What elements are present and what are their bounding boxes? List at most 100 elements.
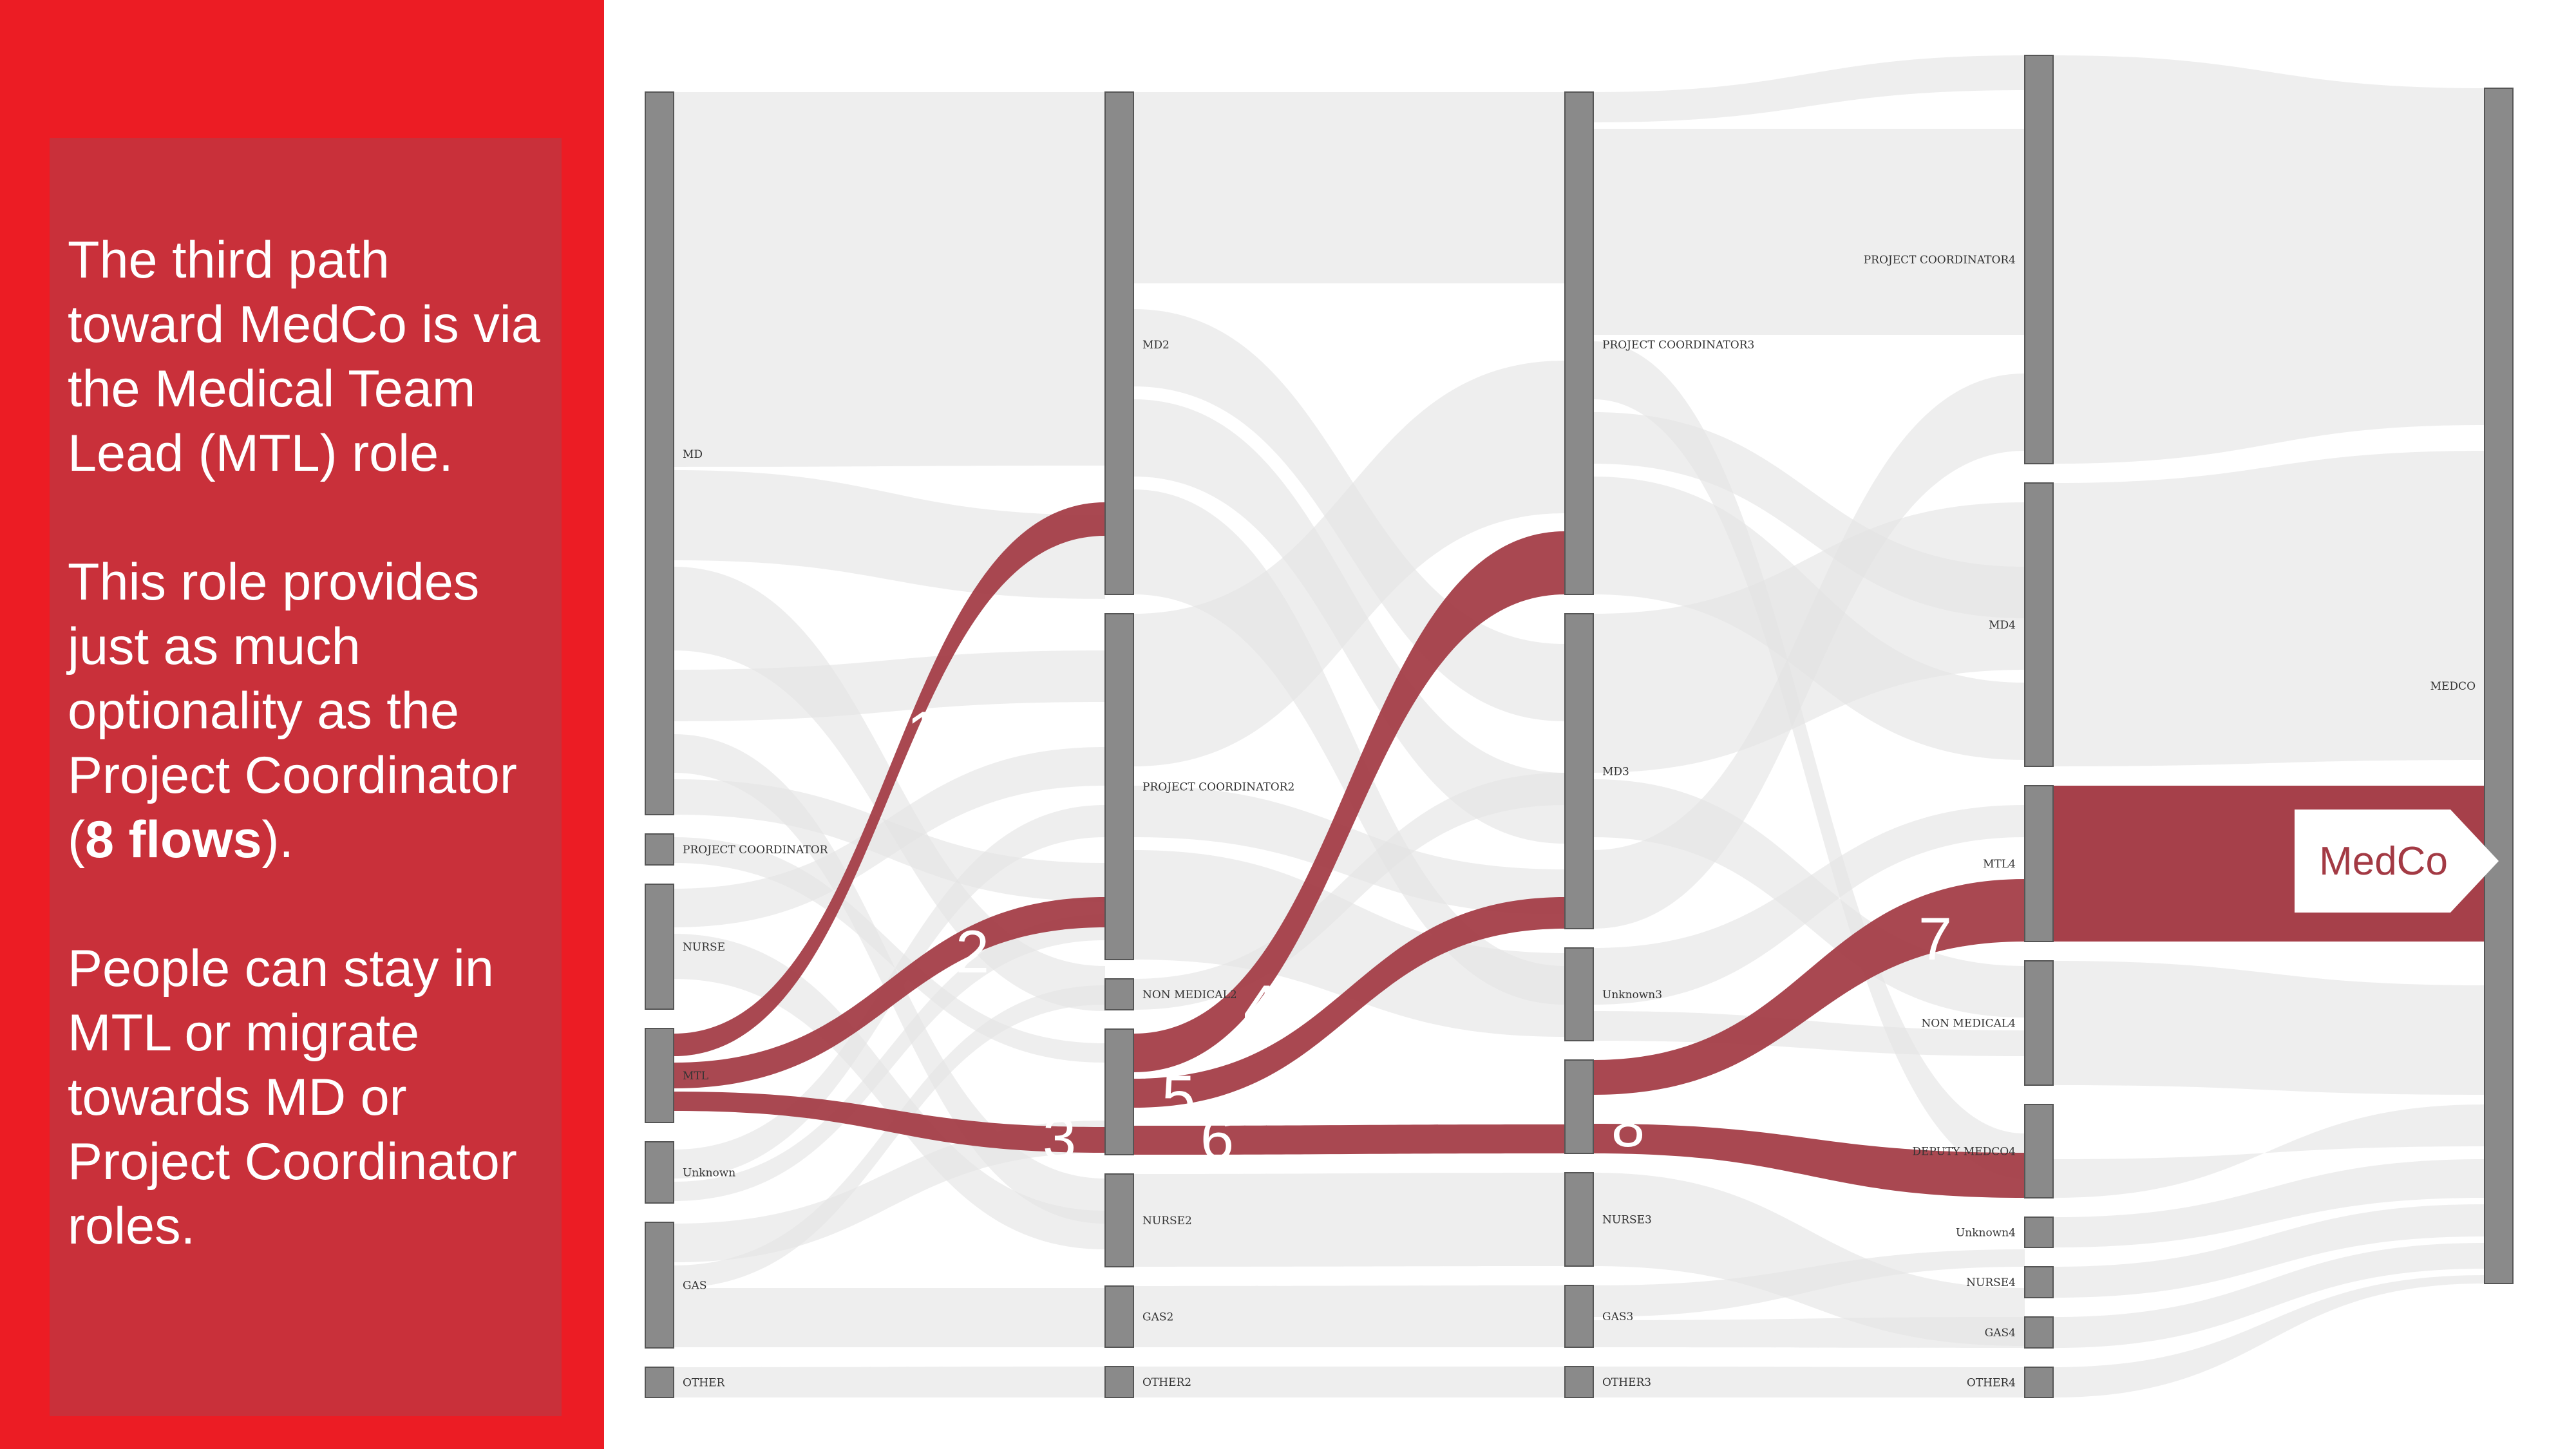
node-gas <box>645 1222 674 1349</box>
node-unknown3 <box>1564 947 1594 1041</box>
label-deputy-medco4: DEPUTY MEDCO4 <box>1912 1146 2016 1159</box>
label-nurse3: NURSE3 <box>1602 1214 1652 1227</box>
label-md3: MD3 <box>1602 766 1629 779</box>
left-red-banner: The third path toward MedCo is via the M… <box>0 0 604 1449</box>
label-gas: GAS <box>683 1280 707 1293</box>
label-project-coordinator2: PROJECT COORDINATOR2 <box>1142 781 1294 794</box>
label-other4: OTHER4 <box>1967 1377 2016 1390</box>
node-mtl <box>645 1028 674 1123</box>
background-flow-43 <box>2053 961 2485 1095</box>
label-md: MD <box>683 448 703 461</box>
background-flow-10 <box>674 914 1105 1201</box>
flow-7-mtl3-to-mtl4 <box>1593 879 2025 1095</box>
panel-text: The third path toward MedCo is via the M… <box>68 228 557 1258</box>
background-flow-12 <box>674 985 1105 1288</box>
label-md4: MD4 <box>1989 619 2016 632</box>
flow-6-mtl2-to-mtl3 <box>1133 1124 1565 1155</box>
label-unknown4: Unknown4 <box>1956 1227 2016 1240</box>
node-mtl3 <box>1564 1059 1594 1154</box>
paragraph-mtl-path: The third path toward MedCo is via the M… <box>68 231 540 482</box>
background-flow-45 <box>2053 1159 2485 1247</box>
background-flow-8 <box>674 934 1105 1249</box>
background-flow-41 <box>2053 55 2485 464</box>
background-flow-15 <box>674 1367 1105 1397</box>
callout-5: 5 <box>1162 1063 1195 1130</box>
label-gas2: GAS2 <box>1142 1311 1173 1324</box>
background-flow-1 <box>674 92 1105 467</box>
node-unknown <box>645 1141 674 1204</box>
background-flow-39 <box>1593 1317 2025 1348</box>
node-md <box>645 91 674 815</box>
flow-8-mtl3-to-deputy-medco4 <box>1593 1124 2025 1198</box>
callout-3: 3 <box>1043 1104 1076 1172</box>
optionality-text: This role provides just as much optional… <box>68 553 517 869</box>
label-gas3: GAS3 <box>1602 1311 1633 1323</box>
node-unknown4 <box>2024 1217 2054 1248</box>
flow-callouts: 1 2 3 456 7 8 <box>907 699 1952 1172</box>
label-non-medical4: NON MEDICAL4 <box>1921 1018 2016 1030</box>
node-nurse <box>645 884 674 1010</box>
sankey-diagram: MD PROJECT COORDINATOR NURSE MTL Unknown GAS O… <box>604 0 2576 1449</box>
background-flow-26 <box>1133 1367 1565 1397</box>
sankey-svg: MD PROJECT COORDINATOR NURSE MTL Unknown GAS O… <box>645 55 2514 1398</box>
background-flow-13 <box>674 1288 1105 1347</box>
label-other2: OTHER2 <box>1142 1376 1191 1389</box>
node-labels: MD PROJECT COORDINATOR NURSE MTL Unknown GAS O… <box>683 254 2476 1390</box>
background-flow-25 <box>1133 1285 1565 1347</box>
medco-badge: MedCo <box>2295 810 2499 913</box>
background-flow-44 <box>2053 1104 2485 1198</box>
flow-1-mtl-to-md2 <box>674 502 1105 1056</box>
background-flow-23 <box>1133 773 1565 1010</box>
flow-count: 8 flows <box>84 811 262 869</box>
background-flow-34 <box>1593 374 2025 929</box>
node-nurse2 <box>1104 1173 1134 1267</box>
label-other: OTHER <box>683 1377 726 1390</box>
label-project-coordinator4: PROJECT COORDINATOR4 <box>1864 254 2016 267</box>
medco-badge-arrow <box>2295 810 2499 913</box>
node-medco <box>2484 88 2514 1284</box>
paragraph-optionality: This role provides just as much optional… <box>68 550 557 872</box>
optionality-text-end: ). <box>261 811 294 869</box>
background-flow-21 <box>1133 786 1565 914</box>
background-flow-47 <box>2053 1243 2485 1348</box>
background-flow-22 <box>1133 850 1565 1037</box>
background-flow-40 <box>1593 1367 2025 1397</box>
background-flow-37 <box>1593 1173 2025 1346</box>
flow-5-mtl2-to-md3 <box>1133 897 1565 1108</box>
node-gas3 <box>1564 1285 1594 1348</box>
background-flow-24 <box>1133 1173 1565 1267</box>
label-md2: MD2 <box>1142 339 1170 352</box>
node-md2 <box>1104 91 1134 595</box>
background-flow-48 <box>2053 1275 2485 1397</box>
background-flow-20 <box>1133 361 1565 766</box>
node-project-coordinator4 <box>2024 55 2054 464</box>
label-project-coordinator3: PROJECT COORDINATOR3 <box>1602 339 1754 352</box>
callout-8: 8 <box>1611 1092 1645 1159</box>
node-gas2 <box>1104 1285 1134 1348</box>
label-nurse2: NURSE2 <box>1142 1215 1192 1227</box>
node-mtl4 <box>2024 785 2054 942</box>
node-deputy-medco4 <box>2024 1104 2054 1198</box>
text-panel: The third path toward MedCo is via the M… <box>50 138 562 1416</box>
node-project-coordinator <box>645 833 674 866</box>
node-non-medical2 <box>1104 978 1134 1010</box>
background-flow-42 <box>2053 451 2485 766</box>
node-md4 <box>2024 482 2054 767</box>
callout-7: 7 <box>1918 905 1952 972</box>
node-project-coordinator2 <box>1104 613 1134 960</box>
callout-4: 4 <box>1244 972 1277 1040</box>
node-other2 <box>1104 1366 1134 1398</box>
node-other <box>645 1367 674 1398</box>
background-flow-14 <box>674 837 1105 1063</box>
node-other3 <box>1564 1366 1594 1398</box>
label-unknown3: Unknown3 <box>1602 989 1662 1001</box>
callout-2: 2 <box>956 918 989 985</box>
label-non-medical2: NON MEDICAL2 <box>1142 989 1237 1001</box>
label-project-coordinator: PROJECT COORDINATOR <box>683 844 829 857</box>
background-flow-29 <box>1593 341 2025 1179</box>
flow-3-mtl-to-mtl2 <box>674 1092 1105 1153</box>
node-non-medical4 <box>2024 960 2054 1086</box>
flow-4-mtl2-to-project-coordinator3 <box>1133 531 1565 1072</box>
background-flow-38 <box>1593 1249 2025 1317</box>
label-medco: MEDCO <box>2430 680 2476 693</box>
